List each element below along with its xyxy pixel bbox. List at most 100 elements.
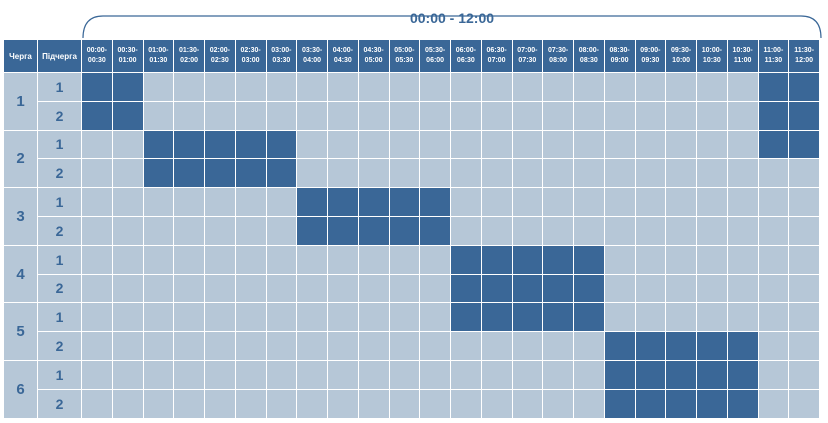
power-cell (789, 274, 819, 303)
power-cell (205, 217, 235, 245)
power-cell (512, 389, 543, 418)
time-slot-to: 04:30 (333, 57, 352, 64)
power-cell (758, 188, 789, 216)
power-cell (358, 332, 389, 360)
power-cell (666, 188, 696, 216)
outage-cell (143, 159, 174, 188)
power-cell (328, 130, 358, 159)
time-slot-to: 04:00 (303, 57, 322, 64)
outage-cell (635, 361, 666, 389)
outage-cell (112, 101, 143, 130)
time-slot-header: 10:00- 10:30 (697, 40, 727, 72)
power-cell (574, 217, 604, 245)
power-cell (389, 159, 420, 188)
power-cell (697, 101, 727, 130)
power-cell (235, 389, 266, 418)
power-cell (789, 389, 819, 418)
power-cell (543, 389, 573, 418)
power-cell (82, 303, 112, 332)
power-cell (297, 130, 327, 159)
power-cell (604, 217, 635, 245)
power-cell (297, 361, 327, 389)
outage-cell (635, 389, 666, 418)
outage-cell (697, 332, 727, 360)
power-cell (481, 217, 512, 245)
outage-cell (420, 217, 450, 245)
power-cell (604, 274, 635, 303)
power-cell (389, 101, 420, 130)
power-cell (420, 73, 450, 101)
outage-cell (389, 217, 420, 245)
power-cell (543, 361, 573, 389)
time-slot-to: 05:30 (395, 57, 414, 64)
power-cell (266, 274, 297, 303)
outage-cell (451, 303, 481, 332)
subqueue-header: Підчерга (38, 40, 81, 72)
time-slot-to: 08:30 (579, 57, 598, 64)
time-slot-from: 10:00- (701, 47, 722, 54)
outage-cell (328, 217, 358, 245)
outage-cell (512, 245, 543, 274)
subqueue-label: 1 (38, 361, 81, 389)
outage-cell (389, 188, 420, 216)
time-slot-header: 06:00- 06:30 (451, 40, 481, 72)
power-cell (451, 101, 481, 130)
time-slot-header: 05:00- 05:30 (389, 40, 420, 72)
power-cell (420, 245, 450, 274)
time-slot-header: 05:30- 06:00 (420, 40, 450, 72)
power-cell (143, 101, 174, 130)
time-slot-header: 03:30- 04:00 (297, 40, 327, 72)
power-cell (112, 332, 143, 360)
power-cell (328, 73, 358, 101)
power-cell (512, 217, 543, 245)
outage-cell (758, 130, 789, 159)
time-slot-header: 08:00- 08:30 (574, 40, 604, 72)
power-cell (82, 332, 112, 360)
power-cell (112, 159, 143, 188)
power-cell (266, 101, 297, 130)
power-cell (297, 303, 327, 332)
power-cell (112, 303, 143, 332)
power-cell (697, 73, 727, 101)
outage-cell (635, 332, 666, 360)
time-slot-header: 07:00- 07:30 (512, 40, 543, 72)
outage-cell (604, 332, 635, 360)
power-cell (235, 303, 266, 332)
power-cell (543, 130, 573, 159)
power-cell (297, 389, 327, 418)
power-cell (174, 245, 204, 274)
time-slot-header: 03:00- 03:30 (266, 40, 297, 72)
time-slot-header: 10:30- 11:00 (727, 40, 758, 72)
outage-cell (604, 389, 635, 418)
power-cell (666, 159, 696, 188)
time-slot-to: 00:30 (87, 57, 106, 64)
outage-cell (235, 130, 266, 159)
power-cell (420, 389, 450, 418)
outage-cell (481, 245, 512, 274)
power-cell (758, 361, 789, 389)
time-slot-to: 10:00 (672, 57, 691, 64)
power-cell (235, 188, 266, 216)
power-cell (574, 188, 604, 216)
power-cell (174, 361, 204, 389)
power-cell (266, 389, 297, 418)
power-cell (604, 73, 635, 101)
power-cell (389, 274, 420, 303)
power-cell (266, 361, 297, 389)
power-cell (512, 332, 543, 360)
range-title: 00:00 - 12:00 (409, 10, 495, 26)
power-cell (512, 130, 543, 159)
subqueue-label: 1 (38, 73, 81, 101)
time-slot-to: 03:00 (241, 57, 260, 64)
power-cell (727, 188, 758, 216)
power-cell (512, 159, 543, 188)
power-cell (205, 303, 235, 332)
power-cell (328, 274, 358, 303)
power-cell (574, 130, 604, 159)
power-cell (235, 332, 266, 360)
power-cell (727, 274, 758, 303)
power-cell (205, 245, 235, 274)
power-cell (420, 130, 450, 159)
power-cell (451, 361, 481, 389)
power-cell (451, 130, 481, 159)
